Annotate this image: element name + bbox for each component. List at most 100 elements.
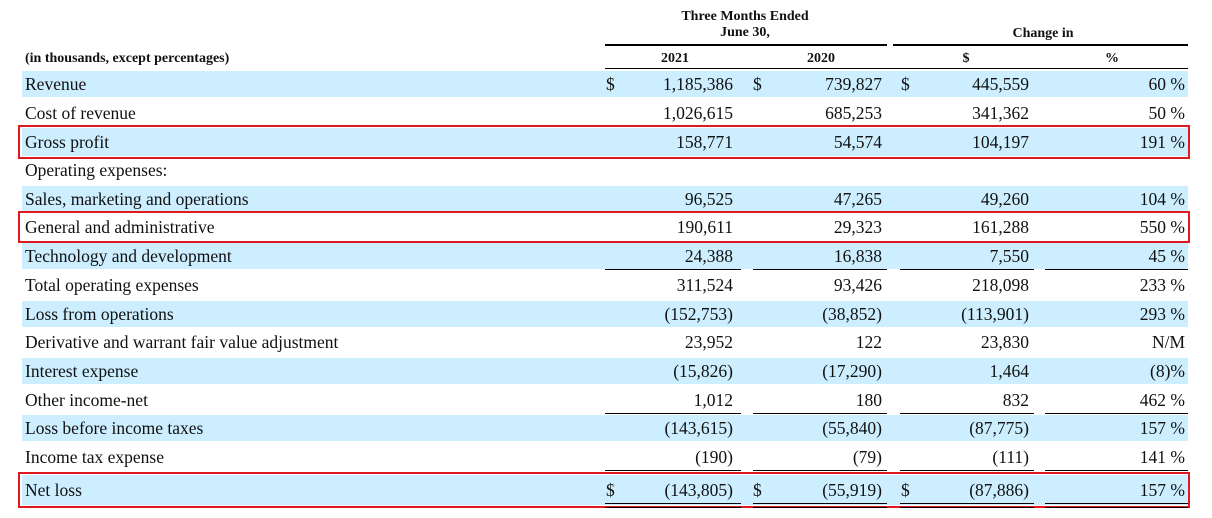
- value-2020: (79): [852, 447, 882, 467]
- subtotal-rule: [753, 269, 887, 270]
- currency-symbol: $: [606, 480, 615, 500]
- row-label: Total operating expenses: [25, 275, 199, 295]
- subtotal-rule: [753, 470, 887, 471]
- value-2020: 685,253: [825, 103, 882, 123]
- subtotal-rule: [900, 126, 1034, 127]
- value-change: 161,288: [972, 217, 1029, 237]
- subtotal-rule: [605, 126, 741, 127]
- value-change: 341,362: [972, 103, 1029, 123]
- subtotal-rule: [753, 126, 887, 127]
- table-row: Gross profit 158,771 54,574 104,197 191 %: [22, 128, 1188, 156]
- row-label: Loss from operations: [25, 304, 174, 324]
- units-note: (in thousands, except percentages): [25, 51, 230, 66]
- value-2020: (55,840): [822, 418, 882, 438]
- value-pct-change: 293 %: [1139, 304, 1185, 324]
- value-pct-change: 50 %: [1148, 103, 1185, 123]
- col-header-dollar-change: $: [962, 51, 970, 66]
- value-pct-change: 191 %: [1139, 132, 1185, 152]
- table-row: General and administrative 190,611 29,323 1…: [22, 214, 1188, 240]
- table-row: Interest expense (15,826) (17,290) 1,464 (8)…: [22, 358, 1188, 384]
- currency-symbol: $: [753, 74, 762, 94]
- table-row: Operating expenses:: [22, 157, 1188, 183]
- value-pct-change: (8)%: [1150, 361, 1185, 381]
- value-pct-change: 45 %: [1148, 246, 1185, 266]
- value-2021: 311,524: [676, 275, 733, 295]
- currency-symbol: $: [606, 74, 615, 94]
- table-row: Revenue 1,185,386 739,827 445,559 60 % $ $ $: [22, 71, 1188, 97]
- value-change: 445,559: [972, 74, 1029, 94]
- row-label: General and administrative: [25, 217, 215, 237]
- value-pct-change: 233 %: [1139, 275, 1185, 295]
- value-2020: 47,265: [833, 189, 882, 209]
- value-2020: 122: [855, 332, 882, 352]
- value-change: (111): [992, 447, 1029, 467]
- value-2021: (190): [695, 447, 733, 467]
- value-2021: 1,026,615: [663, 103, 733, 123]
- value-change: 104,197: [972, 132, 1029, 152]
- value-pct-change: 141 %: [1139, 447, 1185, 467]
- value-change: (113,901): [961, 304, 1029, 324]
- row-label: Loss before income taxes: [25, 418, 204, 438]
- value-2020: (17,290): [822, 361, 882, 381]
- subtotal-rule: [753, 413, 887, 414]
- value-2020: 180: [855, 390, 882, 410]
- value-pct-change: 104 %: [1139, 189, 1185, 209]
- subtotal-rule: [1045, 413, 1188, 414]
- header-rule-change: [893, 44, 1188, 46]
- row-label: Income tax expense: [25, 447, 164, 467]
- value-change: 23,830: [980, 332, 1029, 352]
- col-header-2021: 2021: [661, 51, 689, 66]
- value-2021: 23,952: [684, 332, 733, 352]
- row-label: Cost of revenue: [25, 103, 136, 123]
- table-row: Income tax expense (190) (79) (111) 141 %: [22, 444, 1188, 470]
- value-change: (87,775): [969, 418, 1029, 438]
- row-label: Derivative and warrant fair value adjust…: [25, 332, 339, 352]
- table-row: Loss before income taxes (143,615) (55,840…: [22, 415, 1188, 441]
- table-row: Total operating expenses 311,524 93,426 218…: [22, 272, 1188, 298]
- value-2020: 29,323: [833, 217, 882, 237]
- value-2021: 158,771: [676, 132, 733, 152]
- value-2020: (55,919): [822, 480, 882, 500]
- value-2021: (143,805): [664, 480, 733, 500]
- value-2021: (152,753): [664, 304, 733, 324]
- row-label: Technology and development: [25, 246, 232, 266]
- value-2020: 54,574: [833, 132, 882, 152]
- value-pct-change: 462 %: [1139, 390, 1185, 410]
- value-change: 218,098: [972, 275, 1029, 295]
- subtotal-rule: [605, 269, 741, 270]
- subtotal-rule: [900, 413, 1034, 414]
- currency-symbol: $: [753, 480, 762, 500]
- value-2020: 16,838: [833, 246, 882, 266]
- value-pct-change: 60 %: [1148, 74, 1185, 94]
- total-double-rule: [605, 503, 741, 508]
- subtotal-rule: [1045, 470, 1188, 471]
- subtotal-rule: [605, 470, 741, 471]
- value-change: 49,260: [980, 189, 1029, 209]
- value-2021: 190,611: [676, 217, 733, 237]
- column-header-rule: [605, 68, 1188, 69]
- value-2020: (38,852): [822, 304, 882, 324]
- col-header-pct-change: %: [1105, 51, 1119, 66]
- value-pct-change: 550 %: [1139, 217, 1185, 237]
- table-row: Sales, marketing and operations 96,525 47,…: [22, 186, 1188, 212]
- subtotal-rule: [1045, 126, 1188, 127]
- table-row: Cost of revenue 1,026,615 685,253 341,362 50…: [22, 100, 1188, 126]
- value-2021: (143,615): [664, 418, 733, 438]
- total-double-rule: [900, 503, 1034, 508]
- col-header-2020: 2020: [807, 51, 835, 66]
- row-label: Gross profit: [25, 132, 110, 152]
- value-change: (87,886): [969, 480, 1029, 500]
- table-row: Other income-net 1,012 180 832 462 %: [22, 387, 1188, 413]
- change-header: Change in: [1012, 26, 1074, 41]
- currency-symbol: $: [901, 74, 910, 94]
- value-2021: 1,185,386: [663, 74, 733, 94]
- value-pct-change: 157 %: [1139, 418, 1185, 438]
- value-2021: (15,826): [673, 361, 733, 381]
- value-pct-change: 157 %: [1139, 480, 1185, 500]
- row-label: Other income-net: [25, 390, 148, 410]
- period-header-line2: June 30,: [720, 25, 770, 40]
- value-change: 7,550: [989, 246, 1029, 266]
- subtotal-rule: [900, 470, 1034, 471]
- table-row: Technology and development 24,388 16,838 7,…: [22, 243, 1188, 269]
- table-row: Derivative and warrant fair value adjust…: [22, 329, 1188, 355]
